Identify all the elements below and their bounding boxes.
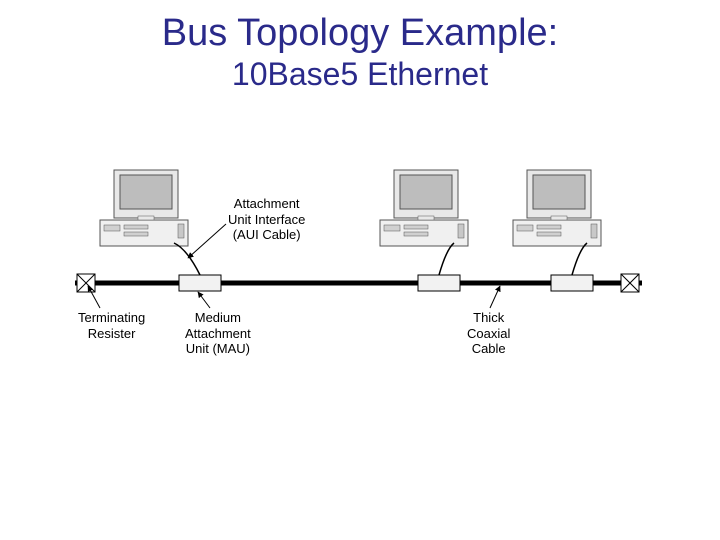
- bus-topology-diagram: [0, 0, 720, 540]
- terminating-resister-label: TerminatingResister: [78, 310, 145, 341]
- mau-label: MediumAttachmentUnit (MAU): [185, 310, 251, 357]
- coaxial-cable-label: ThickCoaxialCable: [467, 310, 510, 357]
- aui-cable-label: AttachmentUnit Interface(AUI Cable): [228, 196, 305, 243]
